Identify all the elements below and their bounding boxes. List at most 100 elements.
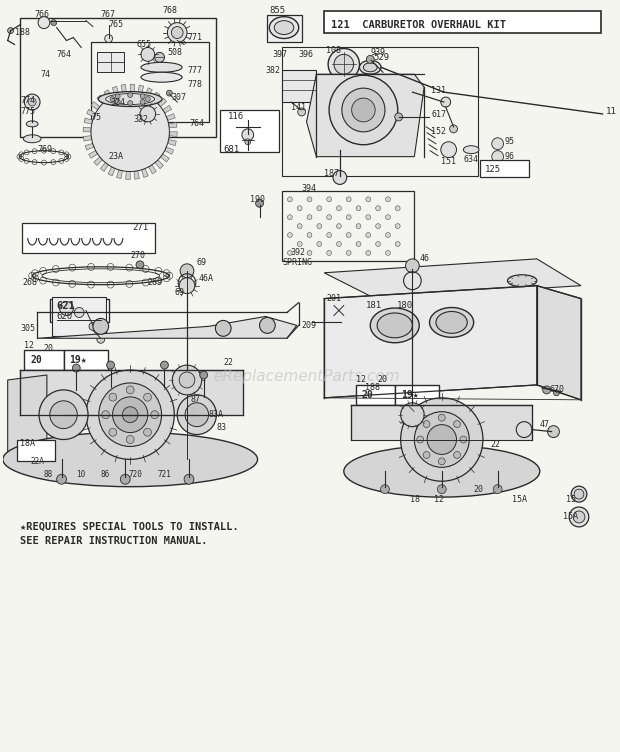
Text: 775: 775	[20, 108, 35, 117]
Polygon shape	[324, 259, 581, 299]
Ellipse shape	[99, 92, 162, 107]
Text: 617: 617	[431, 111, 446, 120]
Circle shape	[437, 485, 446, 493]
Circle shape	[386, 232, 391, 238]
Polygon shape	[152, 92, 160, 101]
Circle shape	[89, 323, 97, 330]
Bar	[52, 296, 105, 336]
Polygon shape	[100, 162, 108, 171]
Polygon shape	[141, 168, 148, 177]
Text: eReplacementParts.com: eReplacementParts.com	[213, 368, 400, 384]
Polygon shape	[165, 147, 174, 154]
Text: ★REQUIRES SPECIAL TOOLS TO INSTALL.: ★REQUIRES SPECIAL TOOLS TO INSTALL.	[20, 522, 239, 532]
Circle shape	[140, 99, 145, 105]
Circle shape	[167, 23, 187, 42]
Circle shape	[60, 302, 73, 315]
Circle shape	[327, 215, 332, 220]
Ellipse shape	[377, 313, 412, 338]
Circle shape	[317, 223, 322, 229]
Circle shape	[366, 56, 374, 63]
Bar	[395, 299, 446, 317]
Circle shape	[110, 96, 115, 102]
Circle shape	[337, 206, 342, 211]
Bar	[282, 70, 316, 102]
Circle shape	[438, 414, 445, 421]
Text: 307: 307	[171, 92, 187, 102]
Text: 20: 20	[377, 375, 387, 384]
Circle shape	[334, 54, 353, 74]
Text: 201: 201	[326, 294, 341, 303]
Circle shape	[288, 215, 293, 220]
Circle shape	[128, 92, 133, 98]
Circle shape	[102, 411, 110, 419]
Text: 180: 180	[397, 301, 413, 310]
Circle shape	[144, 429, 151, 436]
Circle shape	[74, 308, 84, 317]
Ellipse shape	[141, 72, 182, 82]
Text: 22: 22	[491, 440, 501, 449]
Circle shape	[126, 386, 134, 394]
Circle shape	[298, 108, 306, 116]
Polygon shape	[85, 144, 94, 150]
Circle shape	[386, 197, 391, 202]
Text: 12: 12	[434, 495, 444, 504]
Circle shape	[120, 475, 130, 484]
Text: 721: 721	[157, 470, 172, 479]
Circle shape	[24, 94, 40, 110]
Text: 121  CARBURETOR OVERHAUL KIT: 121 CARBURETOR OVERHAUL KIT	[331, 20, 506, 29]
Polygon shape	[108, 167, 115, 176]
Circle shape	[39, 390, 88, 439]
Circle shape	[260, 317, 275, 333]
Circle shape	[573, 511, 585, 523]
Text: 768: 768	[162, 6, 177, 15]
Text: 141: 141	[291, 102, 306, 111]
Text: 209: 209	[302, 321, 317, 330]
Polygon shape	[91, 102, 100, 110]
Circle shape	[376, 223, 381, 229]
Bar	[91, 42, 208, 122]
Text: 269: 269	[148, 278, 163, 287]
Text: 74: 74	[40, 70, 50, 79]
Text: 720: 720	[128, 470, 142, 479]
Circle shape	[307, 232, 312, 238]
Ellipse shape	[26, 121, 38, 127]
Text: 10: 10	[76, 470, 86, 479]
Ellipse shape	[370, 308, 419, 343]
Circle shape	[438, 458, 445, 465]
Circle shape	[177, 395, 216, 435]
Ellipse shape	[2, 432, 257, 487]
Circle shape	[569, 507, 589, 527]
Text: 18: 18	[410, 495, 420, 504]
Text: 75: 75	[91, 114, 101, 123]
Ellipse shape	[105, 93, 154, 105]
Bar	[355, 385, 395, 405]
Polygon shape	[324, 286, 537, 398]
Ellipse shape	[436, 311, 467, 333]
Bar	[267, 15, 302, 42]
Circle shape	[366, 232, 371, 238]
Circle shape	[161, 361, 169, 369]
Text: 655: 655	[136, 40, 151, 49]
Circle shape	[128, 101, 133, 105]
Ellipse shape	[363, 63, 377, 71]
Circle shape	[333, 171, 347, 184]
Text: 855: 855	[269, 6, 285, 15]
Circle shape	[454, 451, 461, 459]
Text: 22: 22	[223, 358, 233, 367]
Text: 15A: 15A	[564, 512, 578, 521]
Circle shape	[337, 241, 342, 247]
Bar	[324, 11, 601, 32]
Circle shape	[574, 489, 584, 499]
Polygon shape	[166, 114, 175, 120]
Circle shape	[307, 250, 312, 256]
Circle shape	[140, 94, 145, 99]
Circle shape	[395, 113, 402, 121]
Circle shape	[91, 92, 169, 171]
Text: 96: 96	[505, 152, 515, 161]
Circle shape	[356, 241, 361, 247]
Text: SEE REPAIR INSTRUCTION MANUAL.: SEE REPAIR INSTRUCTION MANUAL.	[20, 535, 208, 546]
Text: 634: 634	[463, 155, 479, 164]
Text: 508: 508	[167, 48, 182, 57]
Circle shape	[381, 485, 389, 493]
Polygon shape	[161, 154, 169, 162]
